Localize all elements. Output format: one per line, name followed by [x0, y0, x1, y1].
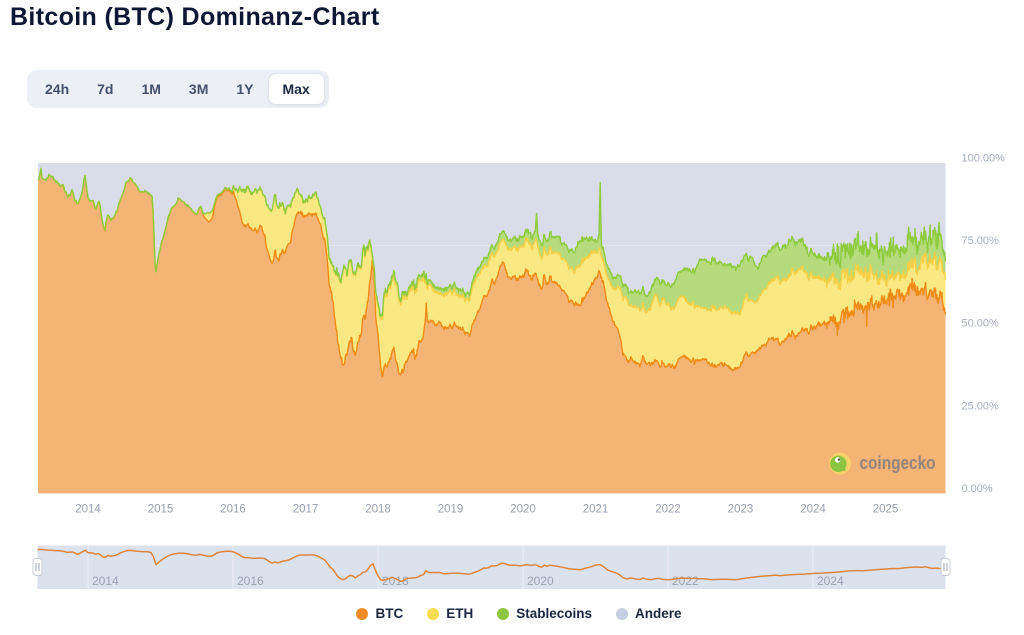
- svg-text:2019: 2019: [438, 504, 464, 516]
- svg-text:2014: 2014: [92, 574, 119, 588]
- svg-text:100.00%: 100.00%: [962, 153, 1006, 165]
- svg-text:2023: 2023: [728, 504, 754, 516]
- svg-text:2024: 2024: [800, 504, 826, 516]
- svg-text:0.00%: 0.00%: [962, 483, 993, 495]
- svg-text:25.00%: 25.00%: [962, 400, 1000, 412]
- svg-text:2016: 2016: [220, 504, 246, 516]
- svg-text:2022: 2022: [672, 574, 699, 588]
- svg-text:2016: 2016: [237, 574, 264, 588]
- svg-text:2014: 2014: [75, 504, 101, 516]
- svg-text:2018: 2018: [382, 574, 409, 588]
- svg-text:2024: 2024: [817, 574, 844, 588]
- svg-text:2018: 2018: [365, 504, 391, 516]
- svg-text:2025: 2025: [873, 504, 899, 516]
- svg-text:75.00%: 75.00%: [962, 235, 1000, 247]
- svg-text:2015: 2015: [148, 504, 174, 516]
- svg-text:50.00%: 50.00%: [962, 318, 1000, 330]
- svg-text:coingecko: coingecko: [860, 453, 936, 473]
- svg-text:2022: 2022: [655, 504, 681, 516]
- svg-text:2020: 2020: [527, 574, 554, 588]
- svg-text:2020: 2020: [510, 504, 536, 516]
- svg-text:2021: 2021: [583, 504, 609, 516]
- svg-text:2017: 2017: [293, 504, 319, 516]
